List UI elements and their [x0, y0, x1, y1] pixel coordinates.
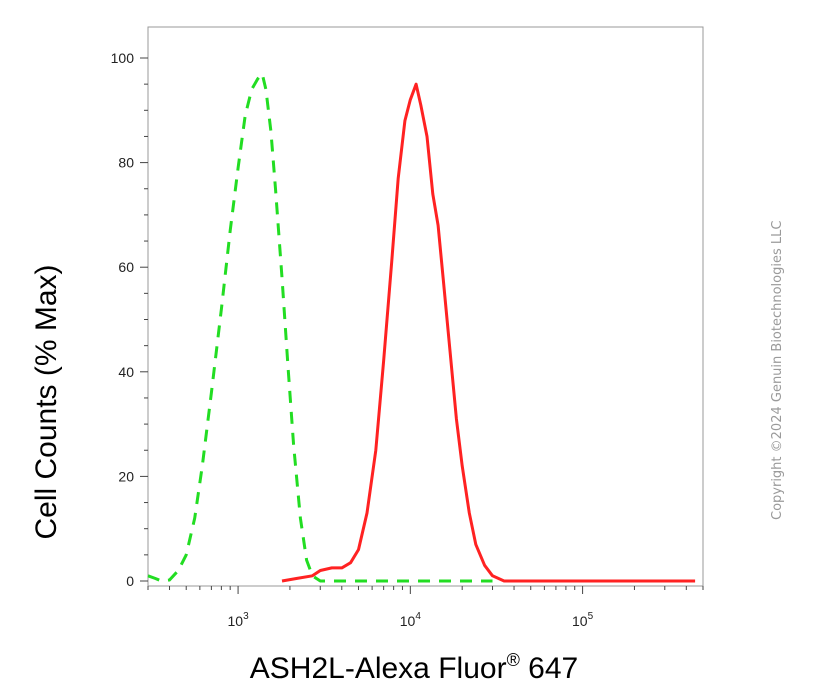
y-tick-label: 0 — [126, 573, 134, 589]
series-line-dashed — [147, 72, 493, 583]
x-axis-title: ASH2L-Alexa Fluor® 647 — [250, 650, 578, 685]
x-tick-label: 103 — [228, 611, 250, 629]
y-tick-label: 60 — [118, 259, 134, 275]
y-tick-label: 20 — [118, 468, 134, 484]
y-axis-ticks: 0 20 40 60 80 100 — [111, 50, 148, 589]
y-axis-title: Cell Counts (% Max) — [30, 264, 63, 539]
series-line-solid — [281, 82, 696, 583]
x-tick-exponent: 4 — [415, 611, 421, 622]
x-axis-title-mark: ® — [507, 650, 520, 670]
x-tick-base: 10 — [572, 613, 588, 629]
x-axis-title-main: ASH2L-Alexa Fluor — [250, 652, 507, 685]
x-tick-exponent: 5 — [588, 611, 594, 622]
plot-frame — [147, 26, 704, 587]
series-layer — [147, 72, 696, 583]
x-axis-ticks: 103 104 105 — [147, 586, 704, 629]
y-tick-label: 40 — [118, 364, 134, 380]
y-tick-label: 100 — [111, 50, 135, 66]
x-axis-title-suffix: 647 — [520, 652, 578, 685]
x-tick-base: 10 — [400, 613, 416, 629]
x-tick-label: 105 — [572, 611, 594, 629]
x-tick-exponent: 3 — [243, 611, 249, 622]
y-tick-label: 80 — [118, 155, 134, 171]
copyright-notice: Copyright ©2024 Genuin Biotechnologies L… — [770, 220, 785, 520]
x-tick-label: 104 — [400, 611, 422, 629]
x-tick-base: 10 — [228, 613, 244, 629]
